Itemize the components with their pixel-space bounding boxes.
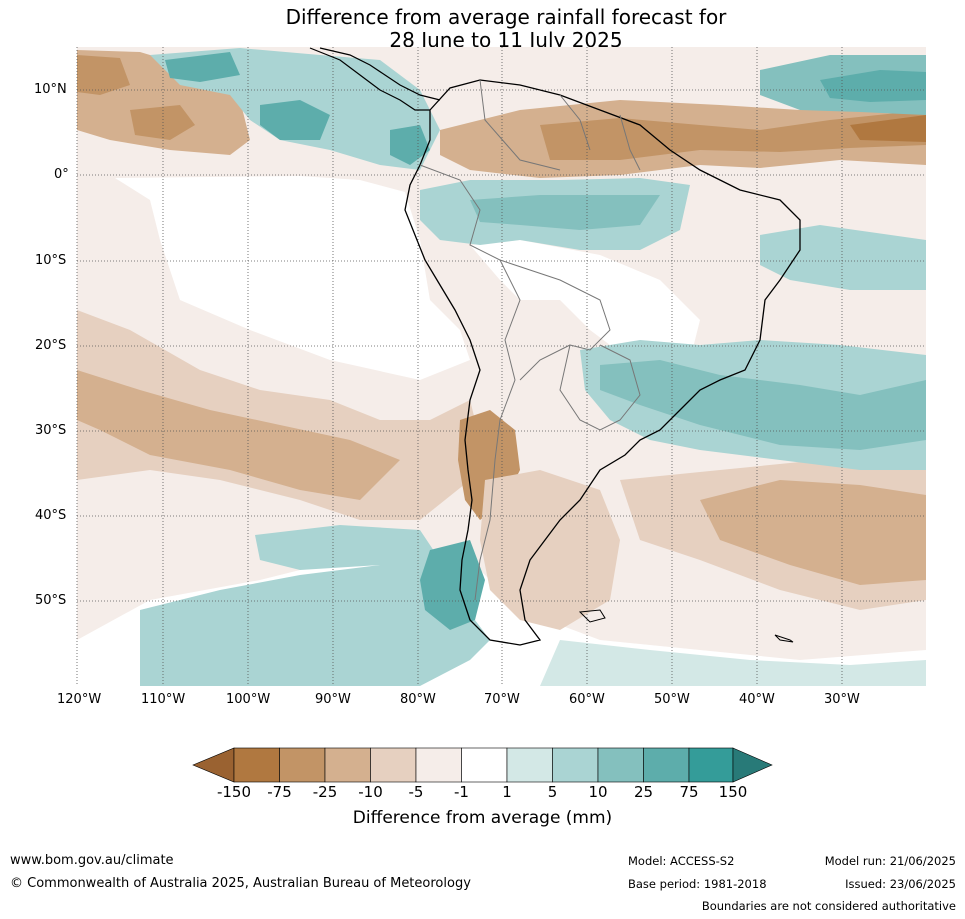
lon-tick-60w: 60°W [569,692,605,707]
lat-tick-0: 0° [54,167,69,182]
legend-label: -150 [216,783,252,801]
legend-swatch--1 [461,747,508,783]
legend-swatch--25 [324,747,371,783]
legend-label: 75 [679,783,699,801]
lat-tick-10s: 10°S [35,253,67,268]
lon-tick-40w: 40°W [739,692,775,707]
wet-region-south-brazil-core [600,360,926,450]
dry-region-north-pacific-core [77,55,195,140]
central-america-coastline [309,47,441,111]
dry-region-far-east [850,115,926,142]
neutral-region-continent [470,240,700,360]
dry-region-south-pacific-core [77,370,400,500]
footer-base-period: Base period: 1981-2018 [628,877,767,891]
footer-model: Model: ACCESS-S2 [628,854,735,868]
legend-swatch-below-150 [192,747,235,783]
legend-swatch--5 [415,747,462,783]
dry-region-patagonia [480,470,620,630]
wet-region-south-chile-core [420,540,485,630]
lon-tick-100w: 100°W [226,692,271,707]
legend-label: -5 [408,783,424,801]
lat-tick-40s: 40°S [35,508,67,523]
wet-region-caribbean-east-core [820,70,926,102]
legend-swatch-1 [506,747,553,783]
legend-swatch-5 [552,747,599,783]
lon-tick-30w: 30°W [824,692,860,707]
lon-tick-80w: 80°W [400,692,436,707]
wet-region-southern-ocean [140,525,490,686]
dry-region-south-atlantic-core [700,480,926,585]
map-title-line-1: Difference from average rainfall forecas… [285,5,727,29]
legend-title: Difference from average (mm) [352,808,613,828]
legend-label: 10 [588,783,608,801]
legend-swatch-25 [643,747,690,783]
legend-label: -25 [312,783,338,801]
footer-url: www.bom.gov.au/climate [10,853,174,868]
graticule [76,47,926,686]
footer-boundaries-note: Boundaries are not considered authoritat… [701,899,956,913]
map-area [77,47,926,686]
lon-tick-90w: 90°W [315,692,351,707]
wet-region-central-america-core [165,52,430,165]
lon-tick-70w: 70°W [484,692,520,707]
lat-tick-30s: 30°S [35,423,67,438]
legend-label: -10 [358,783,383,801]
footer-model-run: Model run: 21/06/2025 [824,854,956,868]
legend-swatch-10 [597,747,644,783]
lat-tick-20s: 20°S [35,338,67,353]
legend-label: -1 [454,783,469,801]
wet-region-ne-brazil [760,225,926,290]
wet-region-amazon-core [470,195,660,230]
footer-issued: Issued: 23/06/2025 [845,877,956,891]
wet-region-far-south-east [540,640,926,686]
legend-label: 5 [547,783,558,801]
falkland-islands [578,609,606,623]
lat-tick-50s: 50°S [35,593,67,608]
south-georgia [774,634,794,643]
lon-tick-50w: 50°W [654,692,690,707]
footer-copyright: © Commonwealth of Australia 2025, Austra… [10,876,471,891]
legend-swatch-above-150 [732,747,773,783]
national-borders [419,79,641,601]
legend-colorbar [192,747,773,783]
legend-label: 1 [502,783,512,801]
legend-swatch--10 [370,747,417,783]
legend-swatch-75 [688,747,734,783]
lat-tick-10n: 10°N [34,82,67,97]
south-america-coastline [404,79,801,646]
legend-swatch--75 [279,747,326,783]
legend-swatch--150 [233,747,280,783]
legend-label: -75 [267,783,292,801]
dry-region-equatorial-atlantic-core [540,110,926,160]
lon-tick-120w: 120°W [57,692,102,707]
neutral-region-pacific [115,176,470,380]
lon-tick-110w: 110°W [141,692,186,707]
legend-label: 25 [633,783,654,801]
legend-label: 150 [718,783,748,801]
